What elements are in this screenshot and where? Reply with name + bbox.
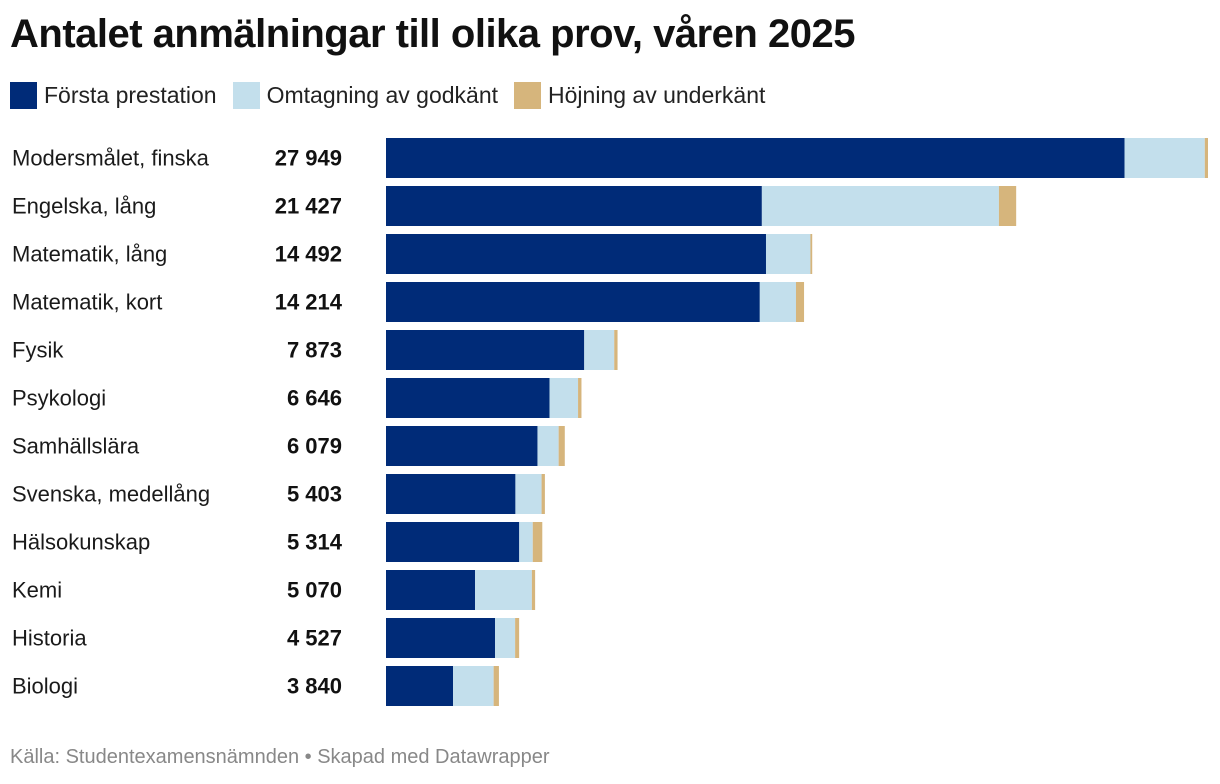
bar-segment-omtagning-av-godkant bbox=[549, 378, 579, 418]
bar-segment-omtagning-av-godkant bbox=[453, 666, 494, 706]
category-label: Matematik, lång bbox=[12, 242, 167, 267]
bar-segment-hojning-av-underkant bbox=[998, 186, 1017, 226]
category-label: Engelska, lång bbox=[12, 194, 156, 219]
legend-swatch-retake bbox=[232, 82, 260, 109]
bar-segment-omtagning-av-godkant bbox=[765, 234, 811, 274]
bar-row-matematik-lang: Matematik, lång 14 492 bbox=[12, 234, 813, 274]
bar-segment-forsta-prestation bbox=[386, 234, 766, 274]
total-label: 14 492 bbox=[275, 242, 342, 267]
bar-row-kemi: Kemi 5 070 bbox=[12, 570, 536, 610]
bar-segment-hojning-av-underkant bbox=[614, 330, 618, 370]
bar-row-halsokunskap: Hälsokunskap 5 314 bbox=[12, 522, 543, 562]
total-label: 5 403 bbox=[287, 482, 342, 507]
bar-row-svenska-medellang: Svenska, medellång 5 403 bbox=[12, 474, 545, 514]
total-label: 3 840 bbox=[287, 674, 342, 699]
bar-segment-forsta-prestation bbox=[386, 522, 520, 562]
bar-row-biologi: Biologi 3 840 bbox=[12, 666, 499, 706]
total-label: 5 314 bbox=[287, 530, 343, 555]
bar-segment-hojning-av-underkant bbox=[515, 618, 520, 658]
bar-segment-omtagning-av-godkant bbox=[759, 282, 796, 322]
total-label: 6 646 bbox=[287, 386, 342, 411]
bar-row-historia: Historia 4 527 bbox=[12, 618, 520, 658]
bar-segment-omtagning-av-godkant bbox=[475, 570, 532, 610]
bar-segment-hojning-av-underkant bbox=[531, 570, 536, 610]
total-label: 14 214 bbox=[275, 290, 343, 315]
legend-item-raise: Höjning av underkänt bbox=[514, 82, 765, 109]
bar-segment-forsta-prestation bbox=[386, 330, 585, 370]
bar-row-psykologi: Psykologi 6 646 bbox=[12, 378, 582, 418]
category-label: Historia bbox=[12, 626, 87, 651]
source-note: Källa: Studentexamensnämnden • Skapad me… bbox=[10, 746, 550, 768]
total-label: 6 079 bbox=[287, 434, 342, 459]
chart-title: Antalet anmälningar till olika prov, vår… bbox=[10, 12, 855, 56]
category-label: Svenska, medellång bbox=[12, 482, 210, 507]
bar-row-fysik: Fysik 7 873 bbox=[12, 330, 618, 370]
bar-chart-svg: Modersmålet, finska 27 949 Engelska, lång 2… bbox=[12, 138, 1208, 706]
bar-segment-forsta-prestation bbox=[386, 426, 538, 466]
category-label: Matematik, kort bbox=[12, 290, 162, 315]
total-label: 4 527 bbox=[287, 626, 342, 651]
bar-segment-hojning-av-underkant bbox=[795, 282, 805, 322]
bar-segment-hojning-av-underkant bbox=[578, 378, 582, 418]
category-label: Biologi bbox=[12, 674, 78, 699]
bar-segment-hojning-av-underkant bbox=[1204, 138, 1208, 178]
category-label: Hälsokunskap bbox=[12, 530, 150, 555]
legend: Första prestation Omtagning av godkänt H… bbox=[10, 82, 765, 109]
bar-row-engelska-lang: Engelska, lång 21 427 bbox=[12, 186, 1017, 226]
bar-segment-omtagning-av-godkant bbox=[761, 186, 999, 226]
category-label: Kemi bbox=[12, 578, 62, 603]
bar-segment-omtagning-av-godkant bbox=[495, 618, 516, 658]
legend-label-retake: Omtagning av godkänt bbox=[266, 82, 499, 108]
legend-label-raise: Höjning av underkänt bbox=[548, 82, 766, 108]
bar-segment-hojning-av-underkant bbox=[541, 474, 545, 514]
legend-item-first: Första prestation bbox=[10, 82, 217, 109]
bar-segment-hojning-av-underkant bbox=[558, 426, 565, 466]
bar-segment-forsta-prestation bbox=[386, 618, 496, 658]
bar-segment-forsta-prestation bbox=[386, 378, 550, 418]
bar-segment-hojning-av-underkant bbox=[810, 234, 813, 274]
bar-segment-forsta-prestation bbox=[386, 474, 516, 514]
legend-swatch-raise bbox=[514, 82, 542, 109]
bar-row-matematik-kort: Matematik, kort 14 214 bbox=[12, 282, 805, 322]
category-label: Psykologi bbox=[12, 386, 106, 411]
bar-segment-forsta-prestation bbox=[386, 666, 454, 706]
total-label: 5 070 bbox=[287, 578, 342, 603]
bar-segment-omtagning-av-godkant bbox=[537, 426, 559, 466]
category-label: Modersmålet, finska bbox=[12, 146, 210, 171]
bar-chart: Modersmålet, finska 27 949 Engelska, lång 2… bbox=[0, 130, 1220, 720]
legend-item-retake: Omtagning av godkänt bbox=[232, 82, 499, 109]
total-label: 21 427 bbox=[275, 194, 342, 219]
bar-segment-omtagning-av-godkant bbox=[515, 474, 542, 514]
legend-swatch-first bbox=[10, 82, 37, 109]
bar-segment-hojning-av-underkant bbox=[532, 522, 543, 562]
bar-segment-omtagning-av-godkant bbox=[584, 330, 615, 370]
bar-segment-hojning-av-underkant bbox=[493, 666, 499, 706]
bar-row-samhallslara: Samhällslära 6 079 bbox=[12, 426, 565, 466]
total-label: 7 873 bbox=[287, 338, 342, 363]
bar-segment-forsta-prestation bbox=[386, 282, 760, 322]
bar-segment-omtagning-av-godkant bbox=[1124, 138, 1205, 178]
bar-segment-forsta-prestation bbox=[386, 186, 762, 226]
bar-segment-omtagning-av-godkant bbox=[519, 522, 533, 562]
category-label: Fysik bbox=[12, 338, 64, 363]
category-label: Samhällslära bbox=[12, 434, 140, 459]
total-label: 27 949 bbox=[275, 146, 342, 171]
bar-row-modersmalet-finska: Modersmålet, finska 27 949 bbox=[12, 138, 1208, 178]
legend-label-first: Första prestation bbox=[44, 82, 217, 108]
bar-segment-forsta-prestation bbox=[386, 570, 476, 610]
bar-segment-forsta-prestation bbox=[386, 138, 1125, 178]
